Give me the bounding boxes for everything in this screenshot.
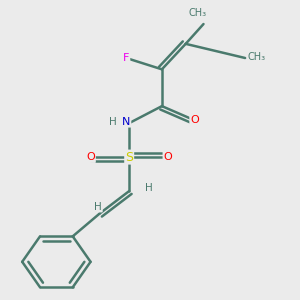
Text: H: H [94, 202, 102, 212]
Text: F: F [123, 53, 129, 63]
Text: O: O [164, 152, 172, 162]
Text: O: O [190, 115, 199, 125]
Text: S: S [125, 151, 133, 164]
Text: CH₃: CH₃ [248, 52, 266, 61]
Text: CH₃: CH₃ [188, 8, 207, 18]
Text: O: O [86, 152, 95, 162]
Text: H: H [109, 117, 117, 127]
Text: H: H [145, 183, 152, 193]
Text: N: N [122, 117, 130, 127]
